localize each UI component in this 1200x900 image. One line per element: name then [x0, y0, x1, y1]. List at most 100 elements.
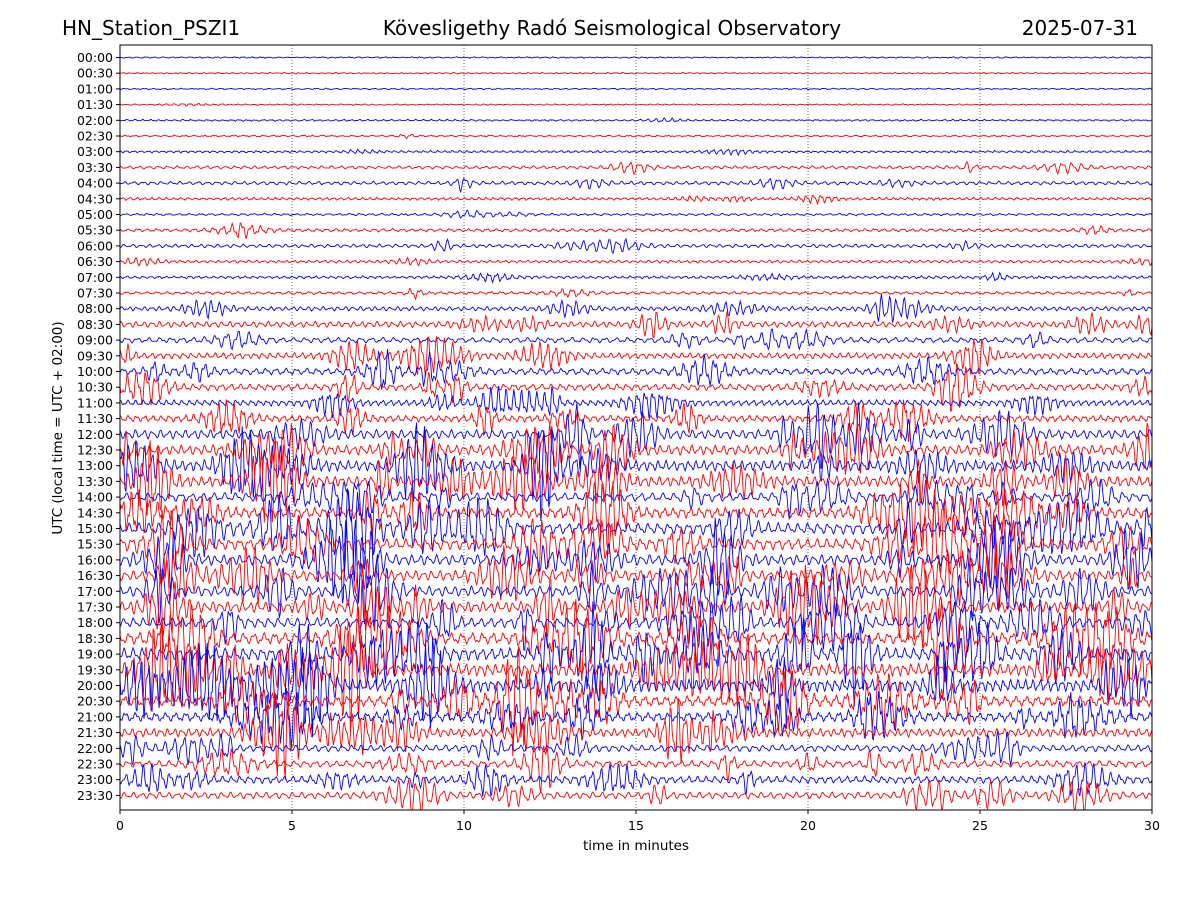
- trace-0300: [120, 148, 1152, 157]
- trace-0030: [120, 71, 1152, 75]
- row-label: 16:30: [77, 568, 113, 583]
- row-label: 09:30: [77, 348, 113, 363]
- row-label: 18:00: [77, 615, 113, 630]
- x-tick-label: 5: [288, 818, 296, 833]
- row-label: 04:30: [77, 191, 113, 206]
- chart-title: Kövesligethy Radó Seismological Observat…: [383, 16, 841, 40]
- trace-0100: [120, 87, 1152, 91]
- trace-1030: [120, 362, 1152, 413]
- trace-0200: [120, 117, 1152, 123]
- row-label: 17:00: [77, 584, 113, 599]
- row-label: 17:30: [77, 600, 113, 615]
- row-label: 22:30: [77, 757, 113, 772]
- y-axis: 00:0000:3001:0001:3002:0002:3003:0003:30…: [77, 50, 120, 803]
- trace-2330: [120, 777, 1152, 810]
- row-label: 06:30: [77, 254, 113, 269]
- trace-1530: [120, 501, 1152, 585]
- row-label: 13:00: [77, 458, 113, 473]
- row-label: 15:30: [77, 537, 113, 552]
- row-label: 11:30: [77, 411, 113, 426]
- x-tick-label: 30: [1144, 818, 1160, 833]
- trace-0730: [120, 287, 1152, 301]
- row-label: 15:00: [77, 521, 113, 536]
- trace-1630: [120, 537, 1152, 611]
- x-tick-label: 25: [972, 818, 988, 833]
- trace-1930: [120, 620, 1152, 732]
- chart-date: 2025-07-31: [1022, 16, 1138, 40]
- trace-0600: [120, 237, 1152, 255]
- row-label: 12:30: [77, 443, 113, 458]
- trace-1600: [120, 517, 1152, 604]
- trace-0130: [120, 103, 1152, 107]
- row-label: 21:30: [77, 725, 113, 740]
- trace-0900: [120, 327, 1152, 351]
- row-label: 07:00: [77, 270, 113, 285]
- trace-0000: [120, 56, 1152, 59]
- trace-2230: [120, 745, 1152, 793]
- trace-0930: [120, 335, 1152, 377]
- row-label: 12:00: [77, 427, 113, 442]
- trace-2030: [120, 645, 1152, 757]
- row-label: 22:00: [77, 741, 113, 756]
- trace-0500: [120, 209, 1152, 219]
- row-label: 00:30: [77, 66, 113, 81]
- trace-1130: [120, 399, 1152, 443]
- trace-1230: [120, 422, 1152, 484]
- station-name: HN_Station_PSZI1: [62, 16, 240, 40]
- trace-1000: [120, 348, 1152, 390]
- trace-0400: [120, 177, 1152, 194]
- row-label: 07:30: [77, 286, 113, 301]
- row-label: 16:00: [77, 552, 113, 567]
- x-tick-label: 0: [116, 818, 124, 833]
- row-label: 14:30: [77, 505, 113, 520]
- trace-0630: [120, 256, 1152, 267]
- row-label: 03:00: [77, 144, 113, 159]
- trace-1400: [120, 478, 1152, 524]
- trace-0430: [120, 195, 1152, 206]
- trace-2300: [120, 762, 1152, 797]
- trace-2000: [120, 636, 1152, 738]
- row-label: 14:00: [77, 490, 113, 505]
- row-label: 01:30: [77, 97, 113, 112]
- row-label: 20:30: [77, 694, 113, 709]
- trace-2100: [120, 687, 1152, 748]
- row-label: 09:00: [77, 333, 113, 348]
- trace-1300: [120, 422, 1152, 521]
- trace-0530: [120, 221, 1152, 240]
- row-label: 18:30: [77, 631, 113, 646]
- trace-1700: [120, 554, 1152, 627]
- trace-group: [120, 56, 1152, 810]
- trace-1100: [120, 385, 1152, 419]
- row-label: 23:30: [77, 788, 113, 803]
- row-label: 21:00: [77, 709, 113, 724]
- trace-2200: [120, 731, 1152, 767]
- row-label: 04:00: [77, 176, 113, 191]
- row-label: 03:30: [77, 160, 113, 175]
- trace-0700: [120, 271, 1152, 284]
- x-tick-label: 20: [800, 818, 816, 833]
- row-label: 13:30: [77, 474, 113, 489]
- trace-1800: [120, 594, 1152, 655]
- row-label: 01:00: [77, 81, 113, 96]
- trace-0800: [120, 294, 1152, 323]
- row-label: 06:00: [77, 238, 113, 253]
- row-label: 08:30: [77, 317, 113, 332]
- row-label: 23:00: [77, 772, 113, 787]
- row-label: 02:30: [77, 129, 113, 144]
- row-label: 10:00: [77, 364, 113, 379]
- row-label: 19:00: [77, 647, 113, 662]
- trace-0330: [120, 161, 1152, 176]
- row-label: 11:00: [77, 395, 113, 410]
- row-label: 05:00: [77, 207, 113, 222]
- row-label: 19:30: [77, 662, 113, 677]
- row-label: 05:30: [77, 223, 113, 238]
- y-axis-label: UTC (local time = UTC + 02:00): [50, 321, 66, 534]
- trace-1730: [120, 564, 1152, 653]
- x-tick-label: 10: [456, 818, 472, 833]
- trace-0230: [120, 133, 1152, 140]
- trace-1430: [120, 470, 1152, 561]
- row-label: 20:00: [77, 678, 113, 693]
- row-label: 10:30: [77, 380, 113, 395]
- row-label: 08:00: [77, 301, 113, 316]
